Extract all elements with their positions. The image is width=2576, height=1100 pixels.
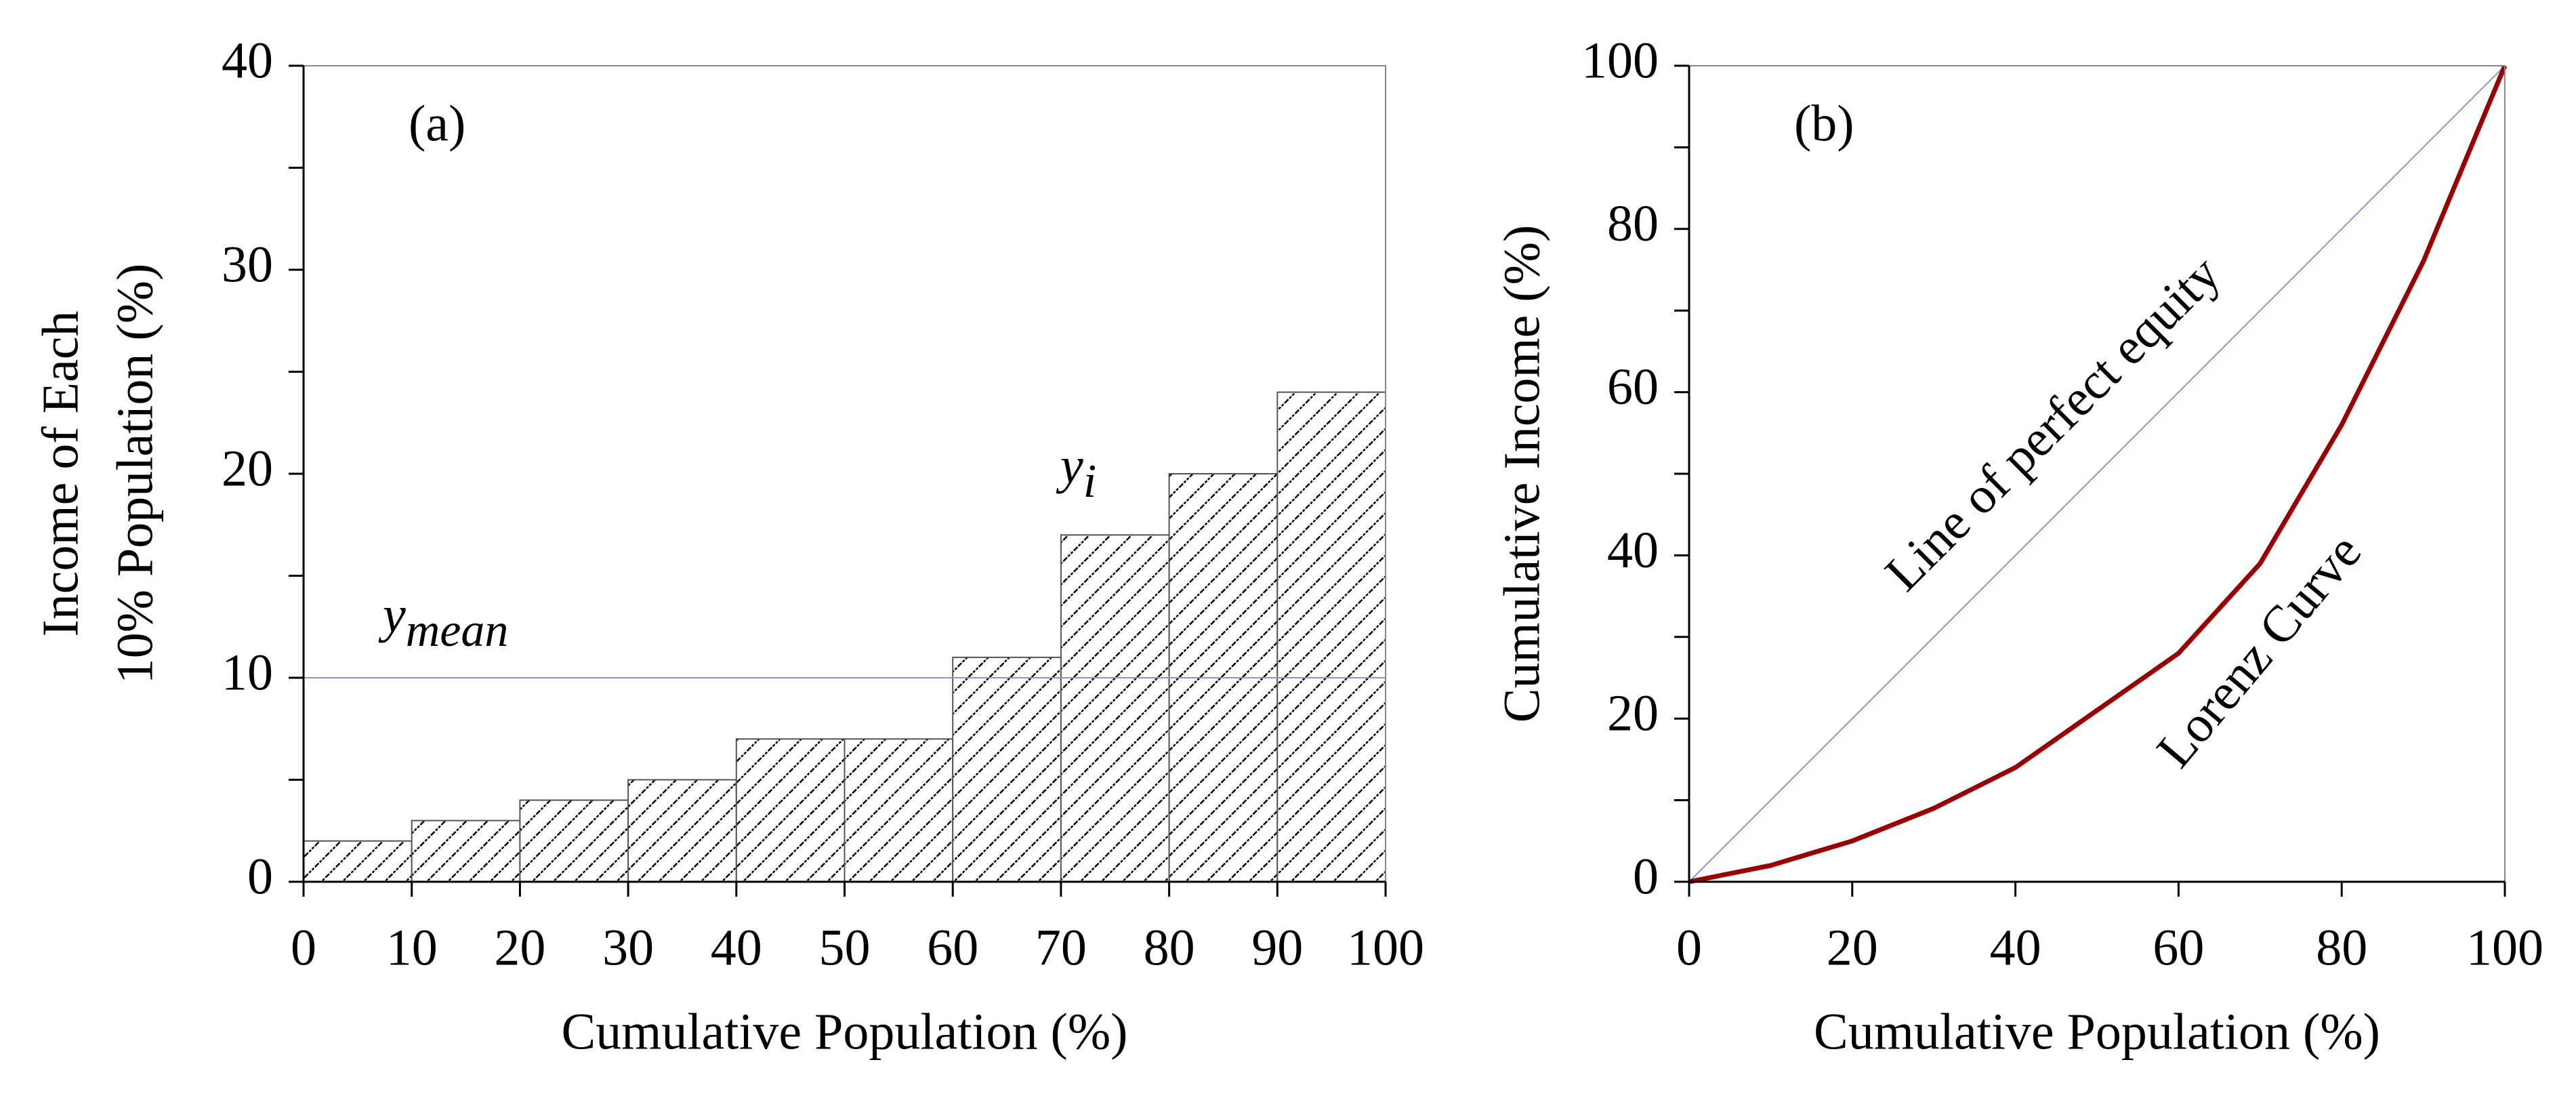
series-line: [1688, 65, 2506, 882]
y-axis-label: Cumulative Income (%): [1493, 225, 1550, 722]
x-tick-label: 20: [494, 919, 545, 976]
panel-label: (a): [409, 95, 465, 152]
x-tick-label: 40: [711, 919, 762, 976]
x-tick-label: 100: [2466, 919, 2543, 976]
bar: [952, 656, 1062, 883]
y-tick-label: 30: [222, 236, 273, 293]
bar-label-sub: i: [1083, 455, 1096, 508]
x-axis-label: Cumulative Population (%): [562, 1003, 1128, 1060]
x-tick-label: 0: [1676, 919, 1702, 976]
mean-label-base: y: [378, 586, 406, 643]
panel-label: (b): [1794, 95, 1854, 152]
x-axis-label: Cumulative Population (%): [1814, 1003, 2380, 1060]
x-tick-label: 100: [1347, 919, 1424, 976]
x-tick-label: 60: [927, 919, 978, 976]
y-tick-label: 20: [222, 440, 273, 497]
x-tick-label: 60: [2153, 919, 2204, 976]
bar-label-base: y: [1056, 437, 1083, 494]
y-tick-label: 0: [247, 848, 273, 905]
x-tick-label: 20: [1827, 919, 1878, 976]
x-tick-label: 80: [2316, 919, 2367, 976]
y-tick-label: 40: [222, 32, 273, 89]
y-tick-label: 10: [222, 644, 273, 701]
bar-label: yi: [1056, 437, 1096, 508]
x-tick-label: 90: [1251, 919, 1303, 976]
bar: [303, 840, 413, 883]
mean-label: ymean: [378, 586, 508, 657]
y-tick-label: 20: [1607, 685, 1659, 742]
y-axis-label: Income of Each: [32, 310, 89, 636]
x-tick-label: 40: [1990, 919, 2041, 976]
x-tick-label: 50: [819, 919, 871, 976]
x-tick-label: 10: [386, 919, 438, 976]
x-tick-label: 30: [602, 919, 654, 976]
y-axis-label: 10% Population (%): [106, 264, 163, 685]
bar: [844, 738, 954, 883]
bar: [627, 779, 737, 882]
bar: [519, 799, 629, 882]
bar: [411, 819, 521, 882]
y-tick-label: 0: [1633, 848, 1659, 905]
mean-label-sub: mean: [406, 605, 509, 657]
y-tick-label: 40: [1607, 522, 1659, 579]
x-tick-label: 80: [1144, 919, 1195, 976]
bar: [735, 738, 846, 883]
y-tick-label: 80: [1607, 195, 1659, 252]
y-tick-label: 100: [1581, 32, 1659, 89]
series-label: Line of perfect equity: [1874, 245, 2230, 601]
bar: [1060, 534, 1170, 882]
x-tick-label: 0: [291, 919, 316, 976]
series-line: [1688, 64, 2508, 884]
x-tick-label: 70: [1035, 919, 1087, 976]
y-tick-label: 60: [1607, 359, 1659, 415]
bar: [1276, 391, 1387, 882]
